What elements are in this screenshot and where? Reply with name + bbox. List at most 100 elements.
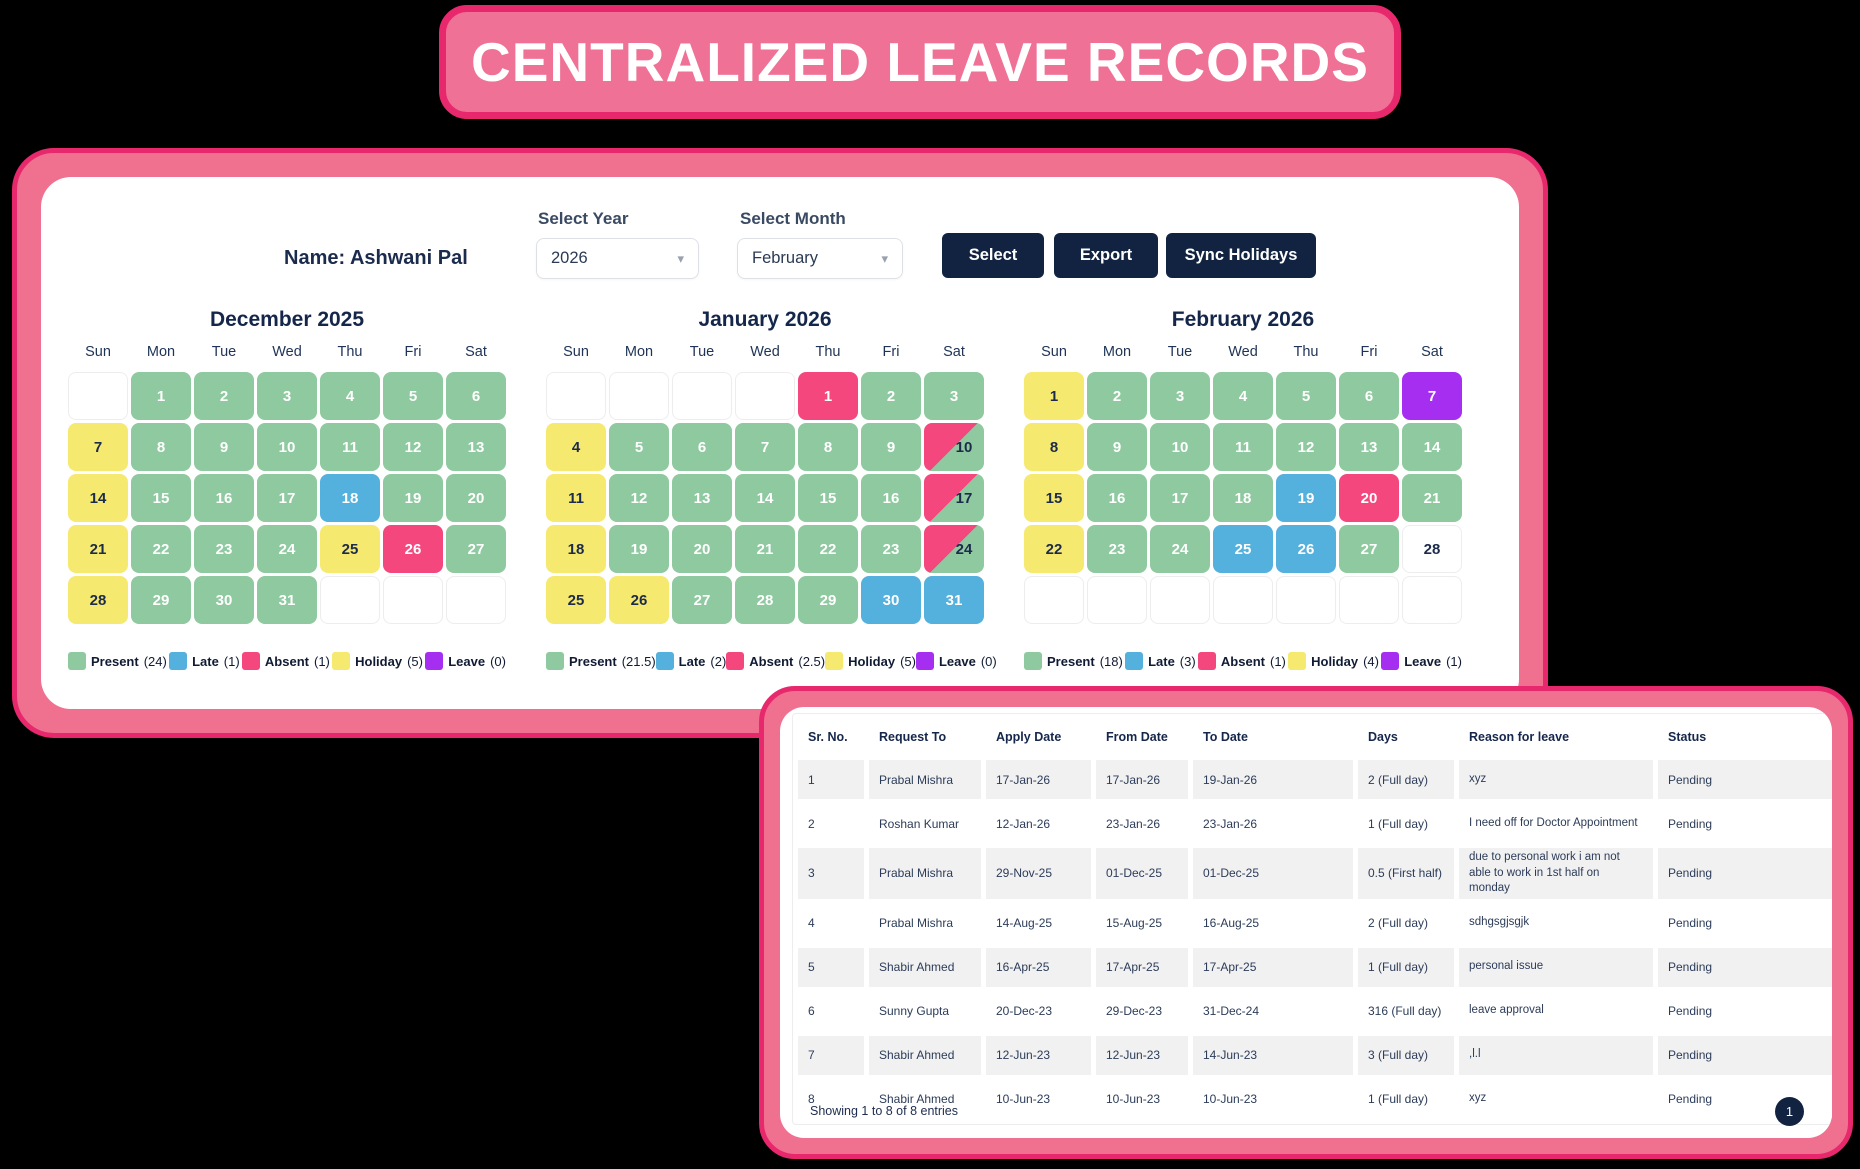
legend-label: Present (569, 653, 617, 669)
day-cell-3: 3 (924, 372, 984, 420)
cell-to-date: 16-Aug-25 (1193, 903, 1353, 943)
export-button[interactable]: Export (1054, 233, 1158, 278)
cell-status: Pending (1658, 991, 1832, 1031)
cell-reason-for-leave: ,l.l (1459, 1035, 1653, 1075)
cell-reason-for-leave: xyz (1459, 1079, 1653, 1119)
cell-sr-no-: 3 (798, 848, 864, 899)
day-number: 14 (1423, 438, 1441, 456)
select-year-label: Select Year (538, 209, 629, 228)
day-number: 28 (756, 591, 774, 609)
table-row: 5 Shabir Ahmed 16-Apr-25 17-Apr-25 17-Apr-25… (798, 947, 1832, 987)
legend-item-leave: Leave (0) (915, 652, 997, 670)
day-cell-26: 26 (1276, 525, 1336, 573)
day-cell-8: 8 (798, 423, 858, 471)
weekday-label: Wed (750, 344, 780, 360)
attendance-panel: Name: Ashwani Pal Select Year 2026 ▾ Sel… (12, 148, 1548, 738)
day-cell-20: 20 (1339, 474, 1399, 522)
select-button[interactable]: Select (942, 233, 1044, 278)
day-cell-4: 4 (1213, 372, 1273, 420)
day-cell-7: 7 (68, 423, 128, 471)
cell-to-date: 10-Jun-23 (1193, 1079, 1353, 1119)
day-cell-29: 29 (798, 576, 858, 624)
sync-holidays-button[interactable]: Sync Holidays (1166, 233, 1316, 278)
day-cell-27: 27 (446, 525, 506, 573)
year-select[interactable]: 2026 ▾ (536, 238, 699, 279)
day-cell-1: 1 (1024, 372, 1084, 420)
month-select[interactable]: February ▾ (737, 238, 903, 279)
column-header-days: Days (1368, 730, 1398, 744)
legend-label: Holiday (1311, 653, 1359, 669)
weekday-label: Tue (689, 344, 715, 360)
legend-label: Late (1148, 653, 1175, 669)
day-cell-25: 25 (1213, 525, 1273, 573)
day-cell-9: 9 (861, 423, 921, 471)
day-number: 12 (1297, 438, 1315, 456)
day-cell-25: 25 (320, 525, 380, 573)
day-number: 20 (693, 540, 711, 558)
day-number: 14 (756, 489, 774, 507)
day-cell-13: 13 (672, 474, 732, 522)
legend-count: (1) (1269, 653, 1286, 669)
legend-count: (18) (1099, 653, 1123, 669)
legend-count: (1) (1446, 653, 1462, 669)
day-number: 13 (1360, 438, 1378, 456)
day-cell-3: 3 (257, 372, 317, 420)
cell-reason-for-leave: due to personal work i am not able to wo… (1459, 848, 1653, 899)
day-cell-22: 22 (798, 525, 858, 573)
day-cell-30: 30 (861, 576, 921, 624)
table-row: 8 Shabir Ahmed 10-Jun-23 10-Jun-23 10-Jun-23… (798, 1079, 1832, 1119)
day-cell-empty (383, 576, 443, 624)
day-number: 13 (467, 438, 485, 456)
cell-status: Pending (1658, 848, 1832, 899)
day-cell-17: 17 (924, 474, 984, 522)
legend-count: (1) (313, 653, 330, 669)
day-number: 9 (1112, 438, 1122, 456)
day-number: 1 (823, 387, 833, 405)
legend-item-late: Late (2) (655, 652, 727, 670)
day-cell-empty (546, 372, 606, 420)
cell-to-date: 23-Jan-26 (1193, 804, 1353, 843)
calendar-legend: Present (21.5) Late (2) Absent (2.5) Holiday (5… (546, 652, 997, 670)
legend-swatch-leave (915, 652, 934, 670)
day-number: 21 (1423, 489, 1441, 507)
cell-to-date: 31-Dec-24 (1193, 991, 1353, 1031)
day-cell-5: 5 (609, 423, 669, 471)
day-number: 22 (1045, 540, 1063, 558)
legend-count: (2) (710, 653, 727, 669)
day-number: 24 (278, 540, 296, 558)
cell-days: 0.5 (First half) (1358, 848, 1454, 899)
day-number: 30 (215, 591, 233, 609)
day-cell-15: 15 (1024, 474, 1084, 522)
day-number: 4 (571, 438, 581, 456)
cell-from-date: 15-Aug-25 (1096, 903, 1188, 943)
pagination-page-button[interactable]: 1 (1775, 1096, 1804, 1126)
legend-item-late: Late (3) (1125, 652, 1196, 670)
cell-apply-date: 12-Jan-26 (986, 804, 1091, 843)
calendar-january-2026: January 2026 Sun Mon Tue Wed Thu Fri Sat 1 2 3 4 5 6 7… (546, 308, 997, 670)
day-cell-empty (446, 576, 506, 624)
day-cell-16: 16 (1087, 474, 1147, 522)
day-cell-17: 17 (257, 474, 317, 522)
day-number: 31 (945, 591, 963, 609)
day-number: 18 (1234, 489, 1252, 507)
cell-apply-date: 20-Dec-23 (986, 991, 1091, 1031)
day-cell-9: 9 (194, 423, 254, 471)
legend-swatch-absent (1197, 652, 1216, 670)
day-cell-21: 21 (735, 525, 795, 573)
day-number: 1 (156, 387, 166, 405)
day-number: 12 (630, 489, 648, 507)
cell-from-date: 17-Apr-25 (1096, 947, 1188, 987)
day-cell-14: 14 (68, 474, 128, 522)
day-number: 29 (152, 591, 170, 609)
legend-label: Absent (264, 653, 309, 669)
leave-requests-panel: Sr. No. Request To Apply Date From Date To D… (759, 686, 1853, 1159)
column-header-reason-for-leave: Reason for leave (1469, 730, 1570, 744)
day-number: 17 (278, 489, 296, 507)
cell-days: 1 (Full day) (1358, 804, 1454, 843)
calendar-december-2025: December 2025 Sun Mon Tue Wed Thu Fri Sat 1 2 3 4 5 6… (68, 308, 506, 670)
cell-apply-date: 14-Aug-25 (986, 903, 1091, 943)
cell-sr-no-: 5 (798, 947, 864, 987)
day-cell-8: 8 (131, 423, 191, 471)
cell-from-date: 01-Dec-25 (1096, 848, 1188, 899)
